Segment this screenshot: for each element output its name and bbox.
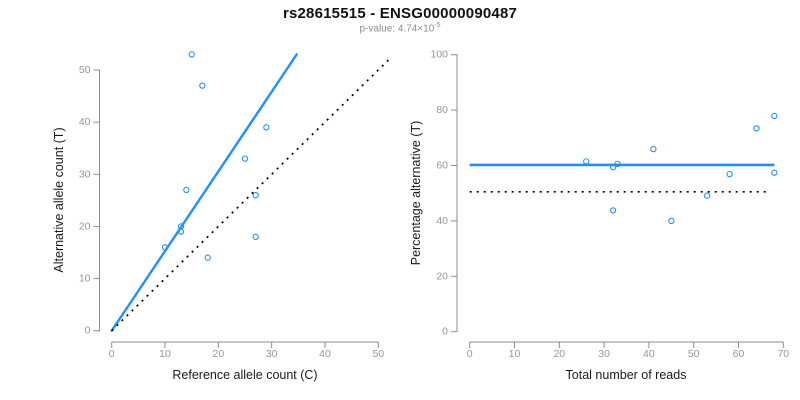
identity-line: [111, 57, 391, 332]
data-point: [183, 186, 190, 194]
y-tick-label: 20: [79, 220, 91, 232]
p-value-exponent: -5: [434, 22, 441, 29]
data-point: [703, 192, 711, 199]
y-axis-title: Alternative allele count (T): [52, 127, 66, 272]
data-point: [771, 169, 778, 176]
x-axis-title: Reference allele count (C): [172, 368, 317, 382]
x-tick-label: 20: [553, 348, 565, 360]
y-tick-label: 0: [85, 325, 91, 337]
x-tick-label: 70: [777, 348, 789, 360]
y-tick-label: 80: [436, 104, 448, 116]
x-tick-label: 10: [159, 348, 171, 360]
data-point: [204, 254, 211, 261]
x-tick-label: 20: [212, 348, 224, 360]
plot-title: rs28615515 - ENSG00000090487: [282, 5, 518, 22]
data-point: [252, 191, 259, 199]
y-axis-title: Percentage alternative (T): [409, 121, 423, 266]
data-point: [726, 170, 733, 178]
x-tick-label: 50: [372, 348, 384, 360]
p-value-text: p-value: 4.74×10: [359, 23, 435, 35]
data-point: [650, 146, 657, 153]
x-tick-label: 40: [643, 348, 655, 360]
y-tick-label: 30: [79, 168, 91, 180]
y-tick-label: 50: [79, 64, 91, 76]
y-tick-label: 20: [436, 270, 448, 282]
x-tick-label: 60: [733, 348, 745, 360]
y-tick-label: 40: [79, 116, 91, 128]
x-axis-title: Total number of reads: [566, 368, 687, 382]
y-tick-label: 40: [436, 215, 448, 227]
x-tick-label: 30: [598, 348, 610, 360]
data-point: [263, 124, 270, 131]
y-tick-label: 100: [430, 49, 448, 61]
data-point: [188, 51, 195, 58]
data-point: [753, 125, 760, 132]
x-tick-label: 0: [109, 348, 115, 360]
data-point: [668, 217, 675, 225]
p-value-label: p-value: 4.74×10-5: [0, 22, 800, 34]
x-tick-label: 0: [467, 348, 473, 360]
data-point: [583, 158, 590, 165]
x-tick-label: 40: [319, 348, 331, 360]
data-point: [241, 155, 249, 162]
data-point: [771, 112, 778, 120]
x-tick-label: 50: [688, 348, 700, 360]
y-tick-label: 60: [436, 160, 448, 172]
regression-line: [110, 53, 298, 332]
data-point: [252, 233, 259, 240]
data-point: [609, 207, 617, 214]
x-tick-label: 10: [509, 348, 521, 360]
y-tick-label: 10: [79, 273, 91, 285]
data-point: [199, 82, 206, 89]
x-tick-label: 30: [266, 348, 278, 360]
y-tick-label: 0: [442, 326, 448, 338]
